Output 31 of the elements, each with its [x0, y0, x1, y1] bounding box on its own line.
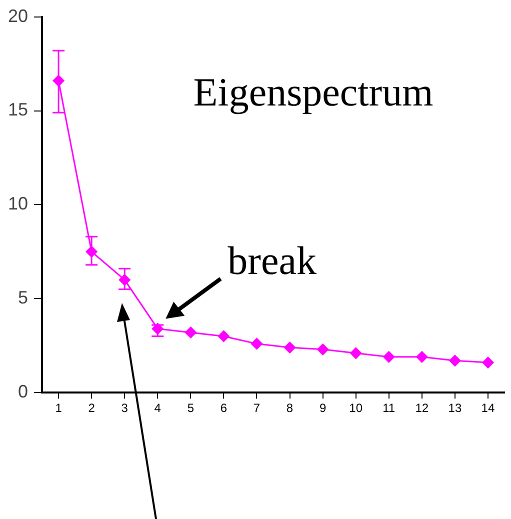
- point: [284, 342, 296, 354]
- y-tick-label: 0: [18, 382, 28, 402]
- point: [218, 330, 230, 342]
- x-tick-label: 12: [415, 401, 429, 416]
- x-tick-label: 10: [349, 401, 363, 416]
- text: Eigenspectrum: [193, 70, 434, 114]
- x-tick-label: 14: [481, 401, 495, 416]
- point: [350, 347, 362, 359]
- point: [482, 356, 494, 368]
- point: [184, 326, 196, 338]
- x-tick-label: 5: [187, 401, 194, 416]
- x-tick-label: 3: [121, 401, 128, 416]
- x-tick-label: 8: [286, 401, 294, 416]
- point: [250, 338, 262, 350]
- y-tick-label: 20: [8, 6, 28, 26]
- x-tick-label: 11: [382, 401, 396, 416]
- point: [449, 354, 461, 366]
- annotation: break: [228, 238, 316, 284]
- x-tick-label: 7: [253, 401, 260, 416]
- y-tick-label: 15: [8, 100, 28, 120]
- x-tick-label: 13: [448, 401, 462, 416]
- y-tick-label: 10: [8, 194, 28, 214]
- point: [383, 351, 395, 363]
- point: [416, 351, 428, 363]
- x-tick-label: 2: [88, 401, 96, 416]
- x-tick-label: 1: [55, 401, 62, 416]
- x-tick-label: 6: [220, 401, 228, 416]
- x-tick-label: 4: [154, 401, 162, 416]
- point: [317, 344, 329, 356]
- x-tick-label: 9: [319, 401, 326, 416]
- y-tick-label: 5: [18, 288, 28, 308]
